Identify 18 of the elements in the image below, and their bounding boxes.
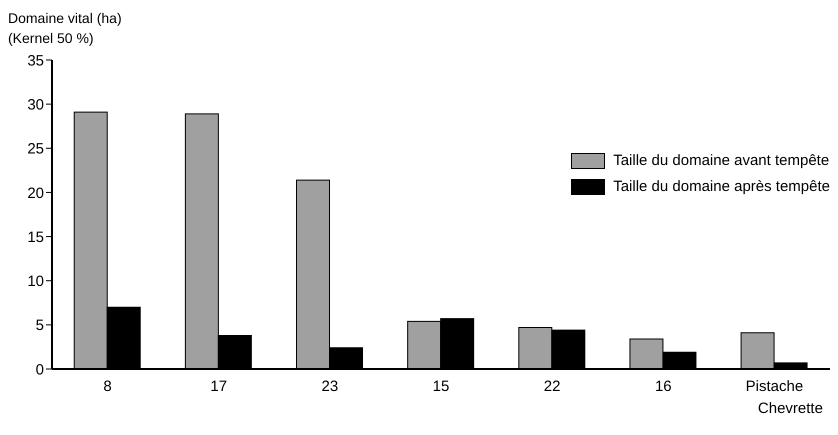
y-tick-label: 0: [36, 361, 44, 378]
x-tick-label: 17: [210, 378, 228, 395]
y-axis-title: Domaine vital (ha) (Kernel 50 %): [8, 9, 122, 48]
y-tick-label: 5: [36, 317, 44, 334]
y-tick-label: 30: [27, 96, 44, 114]
x-tick-label: 22: [544, 378, 560, 395]
y-tick-label: 15: [27, 228, 44, 246]
legend-label: Taille du domaine avant tempête: [613, 151, 830, 171]
y-tick-label: 25: [27, 140, 44, 158]
x-tick-label: 16: [654, 378, 672, 395]
y-tick-label: 20: [27, 184, 44, 202]
legend-label: Taille du domaine après tempête: [613, 177, 830, 197]
x-tick-label: 15: [432, 378, 450, 395]
y-tick-label: 35: [27, 52, 44, 70]
x-tick-label: 8: [103, 378, 112, 395]
x-tick-label: Pistache Chevrette: [746, 378, 823, 417]
y-tick-label: 10: [27, 273, 44, 290]
x-tick-label: 23: [322, 378, 338, 395]
